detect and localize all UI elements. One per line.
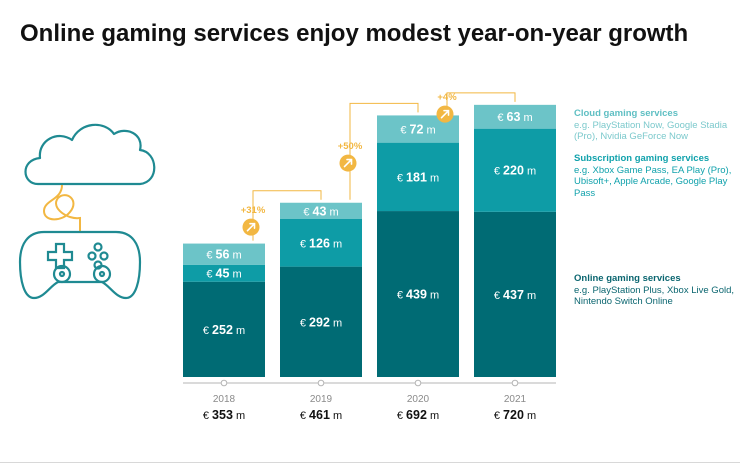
bar-segment-cloud-2018 — [183, 243, 265, 265]
gamepad-icon — [18, 230, 142, 300]
axis-layer: 2018 € 353 m 2019 € 461 m 2020 € 692 m 2021 € 7… — [183, 379, 556, 422]
bar-segment-cloud-2019 — [280, 202, 362, 219]
data-label-online-2021: € 437 m — [494, 288, 536, 302]
legend-title: Subscription gaming services — [574, 153, 710, 164]
x-tick-label-2020: 2020 — [407, 394, 430, 405]
legend-cloud: Cloud gaming services e.g. PlayStation N… — [574, 108, 740, 143]
growth-arrow-glyph — [246, 222, 256, 232]
growth-label-2019: +31% — [241, 205, 266, 216]
x-axis-tick-2019 — [317, 379, 325, 387]
legend-description: e.g. Xbox Game Pass, EA Play (Pro), Ubis… — [574, 164, 732, 199]
legend-description: e.g. PlayStation Plus, Xbox Live Gold, N… — [574, 284, 735, 308]
bar-segment-online-2020 — [377, 211, 459, 377]
x-axis-tick-2021 — [511, 379, 519, 387]
total-label-2019: € 461 m — [300, 408, 342, 422]
growth-connector-2021 — [446, 92, 516, 113]
data-label-subscription-2018: € 45 m — [206, 267, 241, 281]
cable-icon — [42, 184, 81, 232]
x-axis-tick-2020 — [414, 379, 422, 387]
data-label-subscription-2020: € 181 m — [397, 170, 439, 184]
growth-arrow-glyph — [343, 158, 353, 168]
growth-connector-2019 — [252, 190, 322, 241]
data-label-cloud-2018: € 56 m — [206, 248, 241, 262]
bar-segment-subscription-2019 — [280, 218, 362, 267]
x-tick-label-2018: 2018 — [213, 394, 236, 405]
growth-label-2021: +4% — [437, 92, 457, 103]
bar-segment-subscription-2021 — [474, 128, 556, 212]
data-label-cloud-2019: € 43 m — [303, 204, 338, 218]
data-label-subscription-2021: € 220 m — [494, 164, 536, 178]
growth-connector-2020 — [349, 102, 419, 200]
data-label-subscription-2019: € 126 m — [300, 236, 342, 250]
growth-label-2020: +50% — [338, 141, 363, 152]
gaming-illustration — [18, 123, 156, 300]
bar-segment-online-2021 — [474, 211, 556, 377]
bars-layer: € 252 m € 45 m € 56 m € 292 m € 126 m € 43 m €… — [183, 104, 556, 377]
legend-description: e.g. PlayStation Now, Google Stadia (Pro… — [574, 119, 728, 143]
bar-segment-cloud-2021 — [474, 104, 556, 129]
data-label-online-2018: € 252 m — [203, 323, 245, 337]
total-label-2020: € 692 m — [397, 408, 439, 422]
growth-arrow-glyph — [440, 109, 450, 119]
data-label-online-2019: € 292 m — [300, 315, 342, 329]
x-tick-label-2019: 2019 — [310, 394, 333, 405]
bar-segment-subscription-2018 — [183, 264, 265, 282]
chart-title: Online gaming services enjoy modest year… — [20, 20, 689, 47]
data-label-online-2020: € 439 m — [397, 288, 439, 302]
cloud-icon — [24, 123, 156, 186]
bar-segment-online-2018 — [183, 281, 265, 377]
growth-layer: +31% +50% +4% — [241, 92, 516, 241]
data-label-cloud-2020: € 72 m — [400, 123, 435, 137]
legend-online: Online gaming services e.g. PlayStation … — [574, 273, 740, 308]
page-divider — [0, 462, 740, 463]
legend-title: Cloud gaming services — [574, 108, 679, 119]
bar-segment-online-2019 — [280, 266, 362, 377]
x-tick-label-2021: 2021 — [504, 394, 527, 405]
data-label-cloud-2021: € 63 m — [497, 110, 532, 124]
legend-subscription: Subscription gaming services e.g. Xbox G… — [574, 153, 740, 199]
total-label-2021: € 720 m — [494, 408, 536, 422]
bar-segment-subscription-2020 — [377, 142, 459, 212]
x-axis-tick-2018 — [220, 379, 228, 387]
legend-title: Online gaming services — [574, 273, 681, 284]
total-label-2018: € 353 m — [203, 408, 245, 422]
